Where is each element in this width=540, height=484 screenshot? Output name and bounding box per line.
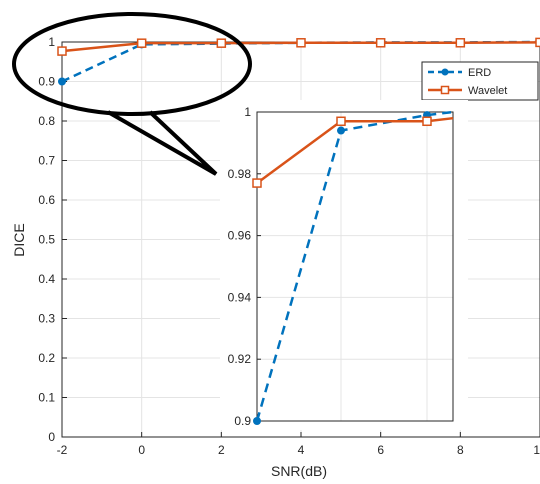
inset-series-line-wavelet: [256, 116, 454, 185]
main-point-wavelet: [216, 38, 227, 48]
main-x-tick-label: -2: [57, 443, 68, 457]
main-point-wavelet: [535, 37, 540, 48]
inset-y-tick-label: 0.92: [228, 352, 252, 366]
main-y-tick-label: 0.5: [38, 233, 55, 247]
inset-tick-labels: 0.9 0.92 0.94 0.96 0.98 1: [228, 105, 261, 428]
main-y-tick-label: 0.6: [38, 193, 55, 207]
inset-y-tick-label: 0.96: [228, 229, 252, 243]
main-point-wavelet: [57, 46, 67, 56]
zoom-callout-pointer: [107, 110, 218, 176]
main-x-tick-label: 4: [298, 443, 305, 457]
main-y-tick-label: 0.4: [38, 272, 55, 286]
inset-y-tick-label: 0.98: [228, 167, 252, 181]
main-point-wavelet: [296, 38, 306, 48]
inset-series: [252, 110, 454, 425]
main-point-wavelet: [375, 38, 386, 48]
inset-point-erd: [337, 126, 345, 135]
main-point-wavelet: [136, 38, 147, 48]
main-y-tick-label: 0: [48, 430, 55, 444]
inset-point-wavelet: [422, 116, 432, 127]
main-y-tick-label: 0.1: [38, 391, 55, 405]
main-y-tick-label: 0.3: [38, 312, 55, 326]
legend-marker-wavelet: [440, 85, 450, 95]
y-axis-label: DICE: [11, 223, 27, 256]
main-y-tick-label: 0.8: [38, 114, 55, 128]
main-x-tick-label: 10: [533, 443, 540, 457]
main-x-tick-label: 6: [377, 443, 384, 457]
x-axis-label: SNR(dB): [271, 463, 327, 479]
inset-plot-frame: [256, 111, 454, 422]
main-y-tick-label: 0.2: [38, 351, 55, 365]
main-tick-labels: -2024681000.10.20.30.40.50.60.70.80.91: [38, 35, 540, 457]
inset-point-wavelet: [336, 116, 346, 127]
inset-point-wavelet: [252, 178, 262, 188]
main-x-tick-label: 8: [457, 443, 464, 457]
main-point-wavelet: [455, 38, 466, 48]
inset-series-line-erd: [255, 110, 454, 422]
legend-label-erd: ERD: [468, 67, 491, 79]
main-y-tick-label: 1: [48, 35, 55, 49]
main-series: [57, 37, 540, 86]
legend-label-wavelet: Wavelet: [468, 85, 507, 97]
main-y-tick-label: 0.7: [38, 154, 55, 168]
legend: ERD Wavelet: [421, 61, 539, 101]
main-point-erd: [58, 77, 66, 86]
inset-y-tick-label: 1: [244, 105, 251, 119]
main-x-tick-label: 0: [138, 443, 145, 457]
main-y-tick-label: 0.9: [38, 75, 55, 89]
zoom-callout-ellipse: [12, 12, 252, 116]
inset-point-erd: [253, 417, 261, 425]
inset-y-tick-label: 0.9: [234, 414, 251, 428]
main-x-tick-label: 2: [218, 443, 225, 457]
inset-y-tick-label: 0.94: [228, 290, 252, 304]
legend-marker-erd: [441, 68, 449, 76]
